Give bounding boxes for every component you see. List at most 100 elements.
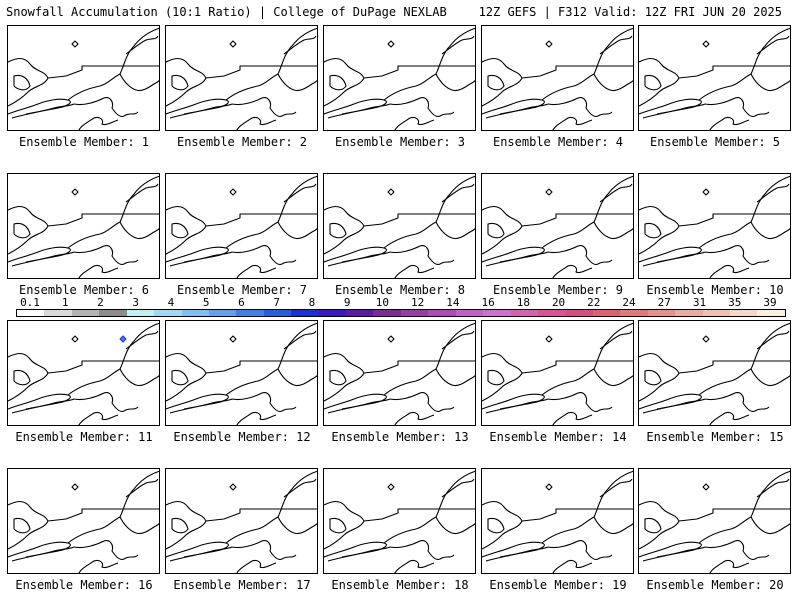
chart-title: Snowfall Accumulation (10:1 Ratio) | Col… — [6, 5, 447, 19]
ensemble-member-label: Ensemble Member: 18 — [331, 578, 469, 592]
colorbar-swatch — [44, 310, 72, 316]
colorbar-tick: 12 — [410, 296, 425, 309]
ensemble-map-panel — [7, 173, 160, 279]
colorbar-swatch — [510, 310, 539, 316]
ensemble-member-label: Ensemble Member: 8 — [334, 283, 466, 297]
map-outline — [482, 322, 633, 425]
map-outline — [482, 175, 633, 278]
colorbar-swatch — [428, 310, 456, 316]
ensemble-map-panel — [481, 173, 634, 279]
ensemble-member-label: Ensemble Member: 3 — [334, 135, 466, 149]
map-outline — [639, 470, 790, 573]
colorbar-swatch — [675, 310, 703, 316]
colorbar-swatch — [154, 310, 182, 316]
ensemble-member-label: Ensemble Member: 19 — [489, 578, 627, 592]
map-outline — [8, 470, 159, 573]
colorbar-tick: 20 — [551, 296, 566, 309]
colorbar-swatch — [538, 310, 566, 316]
colorbar-tick: 8 — [308, 296, 316, 309]
colorbar-swatch — [729, 310, 758, 316]
colorbar-tick: 31 — [692, 296, 707, 309]
colorbar-swatch — [346, 310, 374, 316]
ensemble-map-panel — [165, 173, 318, 279]
ensemble-member-label: Ensemble Member: 15 — [646, 430, 784, 444]
ensemble-map-panel — [481, 468, 634, 574]
ensemble-member-label: Ensemble Member: 10 — [646, 283, 784, 297]
colorbar-tick: 16 — [481, 296, 495, 309]
colorbar-swatch — [565, 310, 593, 316]
map-outline — [324, 322, 475, 425]
map-outline — [639, 322, 790, 425]
ensemble-map-panel — [323, 173, 476, 279]
colorbar-swatch — [318, 310, 347, 316]
map-outline — [166, 27, 317, 130]
ensemble-member-label: Ensemble Member: 14 — [489, 430, 627, 444]
colorbar-swatch — [71, 310, 100, 316]
map-outline — [8, 322, 159, 425]
ensemble-map-panel — [7, 320, 160, 426]
colorbar-tick: 35 — [728, 296, 742, 309]
ensemble-member-label: Ensemble Member: 6 — [18, 283, 150, 297]
colorbar-swatch — [455, 310, 484, 316]
ensemble-map-panel — [481, 320, 634, 426]
colorbar-swatch — [263, 310, 292, 316]
colorbar-tick: 10 — [375, 296, 389, 309]
map-outline — [639, 175, 790, 278]
ensemble-member-label: Ensemble Member: 20 — [646, 578, 784, 592]
ensemble-member-label: Ensemble Member: 9 — [492, 283, 624, 297]
ensemble-map-panel — [323, 468, 476, 574]
colorbar-tick: 1 — [61, 296, 69, 309]
colorbar-swatch — [181, 310, 209, 316]
ensemble-map-panel — [638, 468, 791, 574]
colorbar-swatch — [483, 310, 511, 316]
map-outline — [166, 175, 317, 278]
ensemble-member-label: Ensemble Member: 5 — [649, 135, 781, 149]
ensemble-member-label: Ensemble Member: 13 — [331, 430, 469, 444]
colorbar-tick: 39 — [763, 296, 777, 309]
ensemble-map-panel — [165, 468, 318, 574]
ensemble-map-panel — [165, 320, 318, 426]
colorbar-swatch — [620, 310, 648, 316]
colorbar-tick: 6 — [238, 296, 245, 309]
colorbar-swatch — [400, 310, 429, 316]
colorbar-tick: 4 — [167, 296, 175, 309]
colorbar-swatch — [647, 310, 676, 316]
ensemble-member-label: Ensemble Member: 2 — [176, 135, 308, 149]
colorbar-tick: 24 — [622, 296, 636, 309]
colorbar-tick: 27 — [657, 296, 671, 309]
colorbar-tick: 3 — [132, 296, 140, 309]
map-outline — [8, 175, 159, 278]
ensemble-map-panel — [638, 25, 791, 131]
colorbar-swatch — [208, 310, 237, 316]
map-outline — [166, 322, 317, 425]
ensemble-member-label: Ensemble Member: 17 — [173, 578, 311, 592]
ensemble-member-label: Ensemble Member: 11 — [15, 430, 153, 444]
colorbar-swatch — [126, 310, 155, 316]
ensemble-member-label: Ensemble Member: 7 — [176, 283, 308, 297]
colorbar-swatch — [17, 310, 45, 316]
ensemble-member-label: Ensemble Member: 1 — [18, 135, 150, 149]
colorbar-tick: 9 — [343, 296, 351, 309]
colorbar-tick: 22 — [587, 296, 601, 309]
ensemble-member-label: Ensemble Member: 12 — [173, 430, 311, 444]
colorbar-swatch — [757, 310, 785, 316]
ensemble-map-panel — [481, 25, 634, 131]
colorbar-tick: 18 — [516, 296, 530, 309]
colorbar-tick: 0.1 — [20, 296, 40, 309]
colorbar-tick: 14 — [446, 296, 460, 309]
colorbar-swatch — [291, 310, 319, 316]
map-outline — [324, 27, 475, 130]
colorbar-swatch — [702, 310, 730, 316]
ensemble-member-label: Ensemble Member: 16 — [15, 578, 153, 592]
map-outline — [482, 470, 633, 573]
colorbar-swatch — [236, 310, 264, 316]
colorbar-swatch — [373, 310, 401, 316]
snowfall-colorbar — [16, 309, 786, 317]
colorbar-swatch — [99, 310, 127, 316]
colorbar-tick: 7 — [273, 296, 280, 309]
map-outline — [639, 27, 790, 130]
map-outline — [166, 470, 317, 573]
ensemble-map-panel — [7, 25, 160, 131]
ensemble-map-panel — [638, 320, 791, 426]
map-outline — [324, 175, 475, 278]
